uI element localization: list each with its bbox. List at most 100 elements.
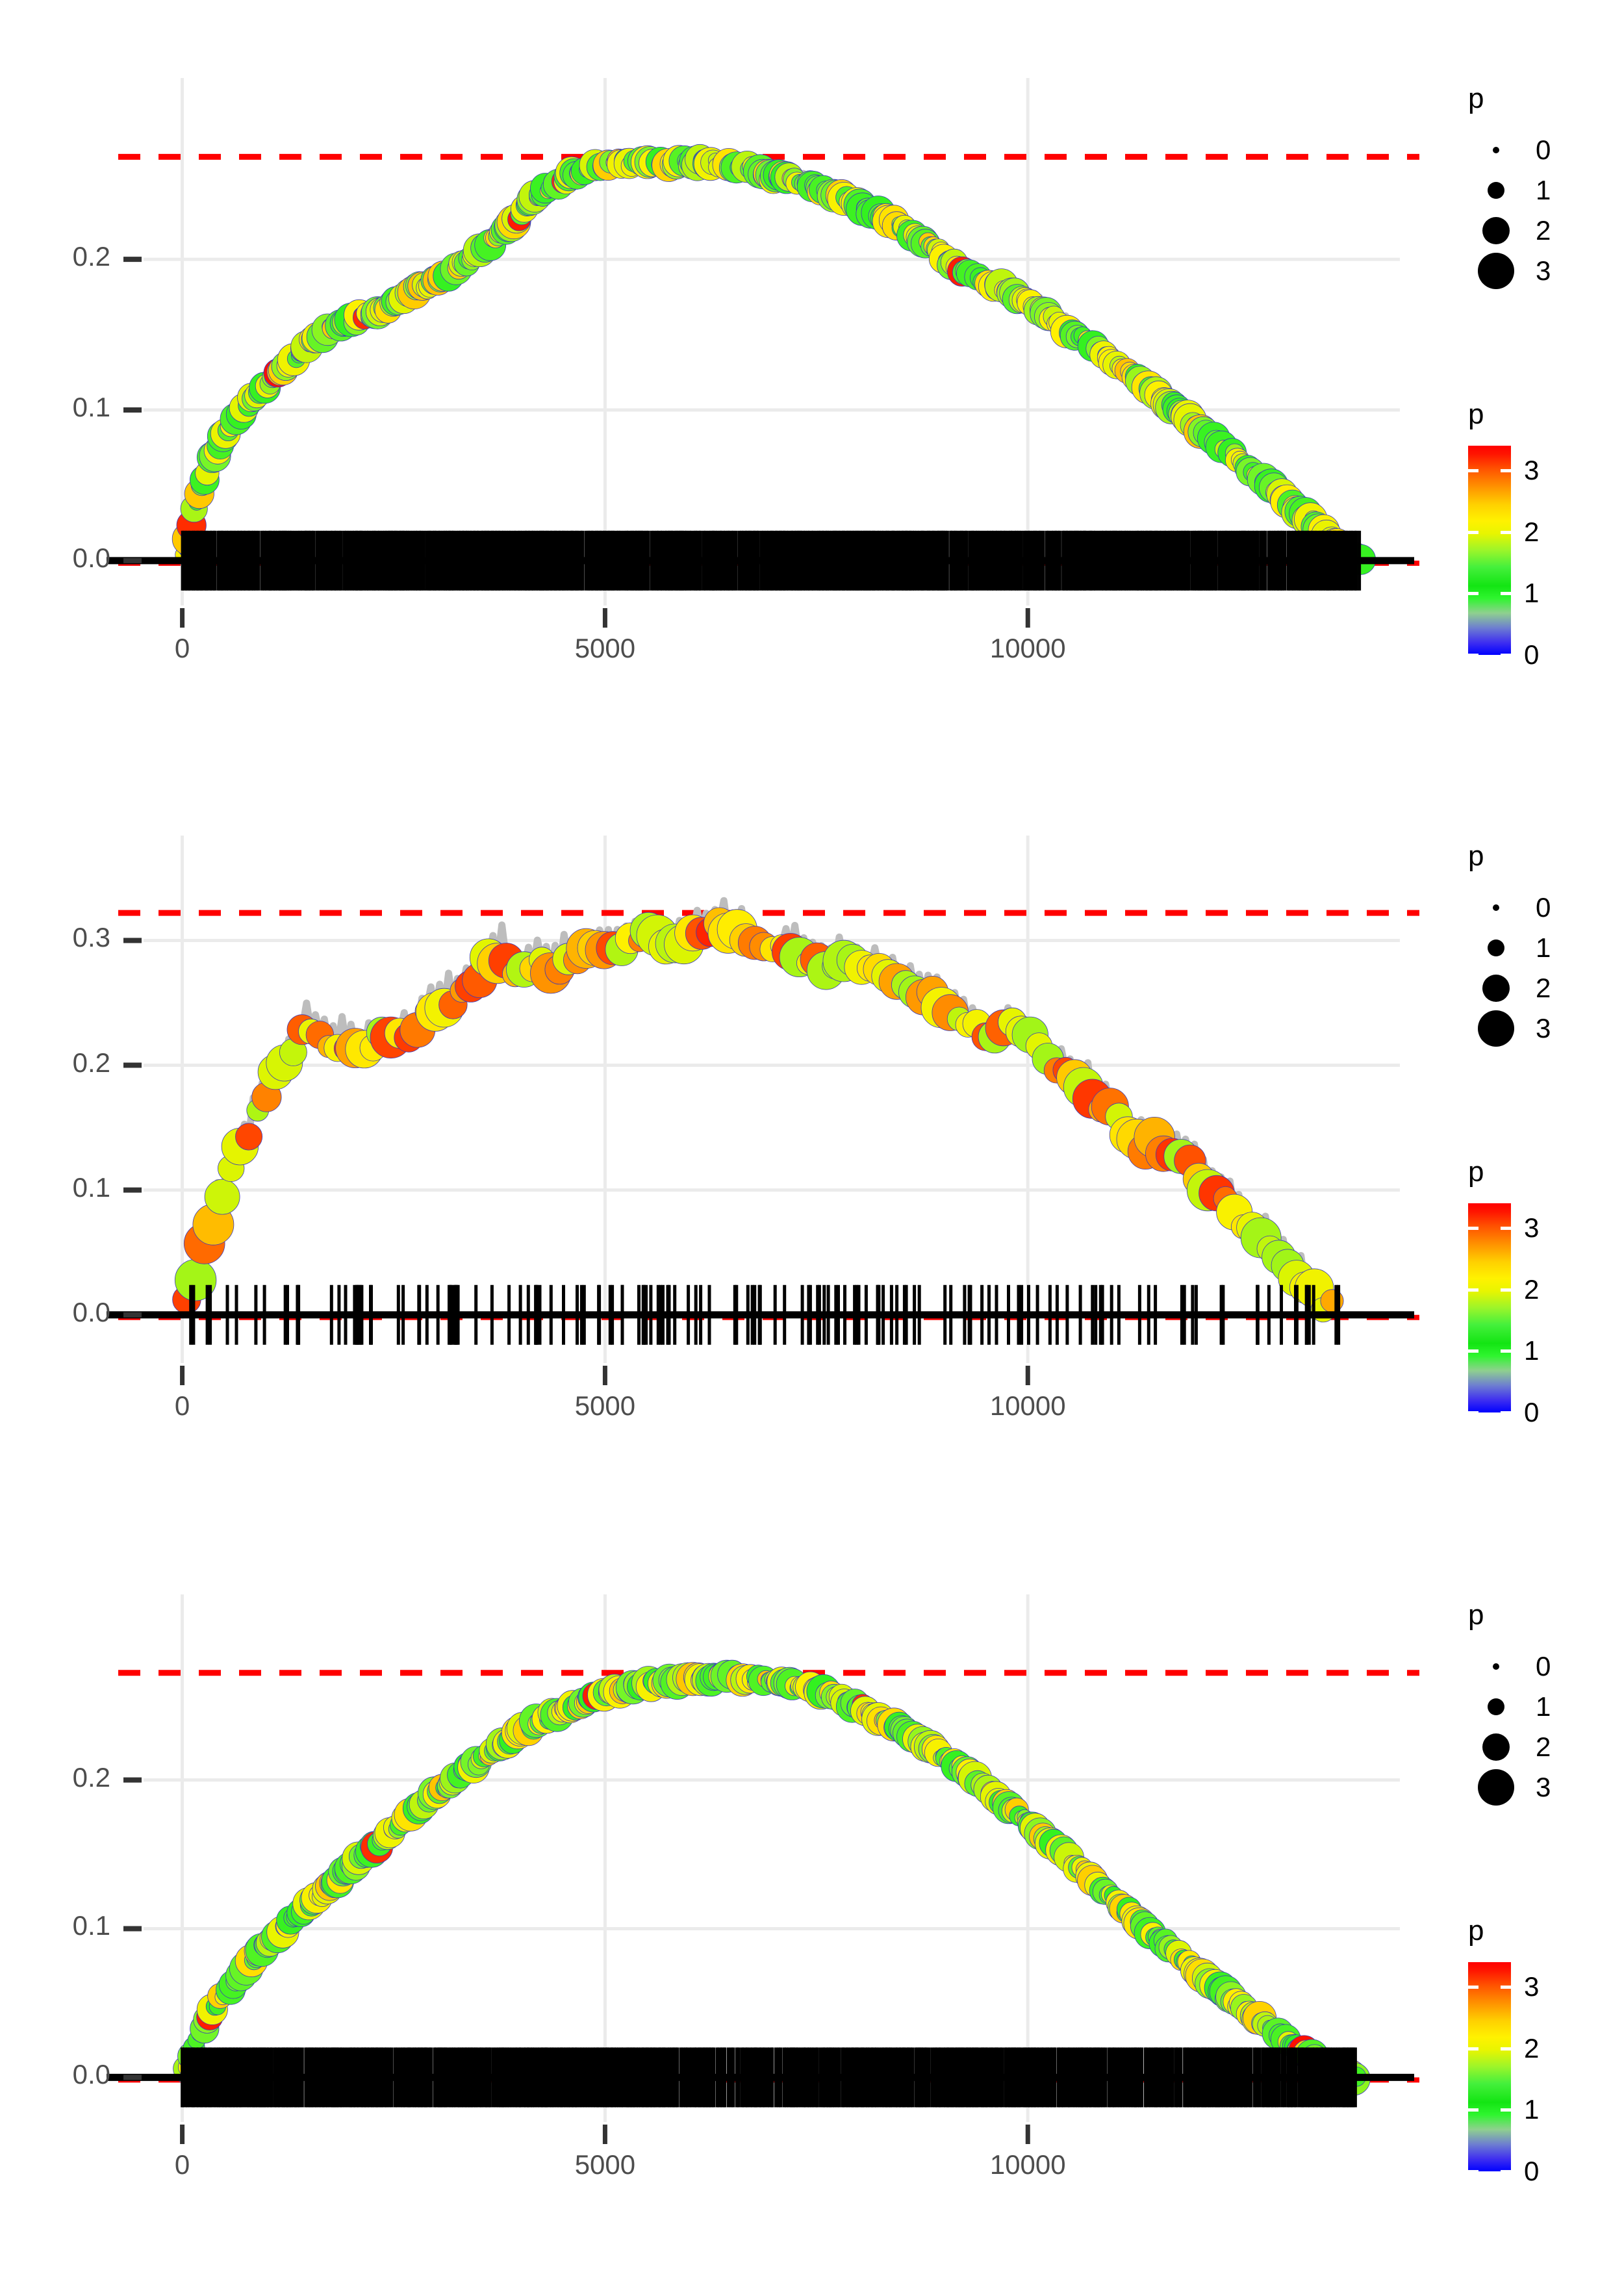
color-legend-bar[interactable]: 3 2 1 0 [1468,1203,1539,1427]
color-legend-tick [1501,592,1511,596]
size-legend-item[interactable]: 2 [1468,968,1624,1008]
color-legend-label: 1 [1524,2094,1540,2125]
color-legend-label: 2 [1524,516,1540,547]
color-legend-label: 2 [1524,2032,1540,2063]
plot-area [0,0,1624,758]
x-tick-label: 0 [174,633,190,663]
x-tick-label: 10000 [989,1390,1066,1421]
size-legend-items: 0 1 2 3 [1468,1646,1624,1808]
color-legend-label: 0 [1524,639,1540,670]
size-legend-items: 0 1 2 3 [1468,130,1624,291]
color-legend-tick [1468,1349,1478,1353]
size-legend-label: 0 [1536,892,1551,923]
x-tick-label: 5000 [574,633,636,663]
size-legend-title: p [1468,1599,1484,1631]
plot-area [0,1516,1624,2274]
x-tick-label: 0 [174,1390,190,1421]
color-legend-bar-wrap: 3 2 1 0 [1468,1203,1624,1427]
y-tick-label: 0.0 [72,2059,110,2090]
size-legend-item[interactable]: 1 [1468,1687,1624,1727]
axis-ticks [123,1777,1030,2144]
size-legend-dot [1468,1733,1524,1761]
es-points [173,1659,1371,2096]
color-legend-tick [1468,654,1478,657]
size-legend-item[interactable]: 2 [1468,211,1624,251]
color-legend-tick [1468,1411,1478,1414]
x-tick-label: 5000 [574,1390,636,1421]
color-legend-tick [1468,468,1478,472]
size-legend-item[interactable]: 2 [1468,1727,1624,1767]
size-legend-label: 3 [1536,1013,1551,1043]
size-legend-item[interactable]: 1 [1468,170,1624,211]
y-tick-label: 0.2 [72,1761,110,1793]
legend-group: p 0 1 2 3 p 3 2 1 0 [1468,840,1624,1427]
size-legend-dot [1468,1010,1524,1047]
size-legend-dot [1468,1663,1524,1670]
y-tick-label: 0.2 [72,1047,110,1078]
size-legend-item[interactable]: 3 [1468,1767,1624,1808]
size-legend-title: p [1468,83,1484,114]
x-tick-label: 5000 [574,2149,636,2180]
color-legend-bar-wrap: 3 2 1 0 [1468,446,1624,670]
y-tick-label: 0.1 [72,1171,110,1203]
color-legend-tick [1501,2047,1511,2050]
es-points [171,144,1376,575]
color-legend-tick [1468,1226,1478,1230]
y-tick-label: 0.0 [72,542,110,573]
color-legend-tick [1468,592,1478,596]
es-points [172,907,1344,1323]
x-tick-label: 10000 [989,2149,1066,2180]
size-legend-item[interactable]: 3 [1468,1008,1624,1049]
color-legend-tick [1501,654,1511,657]
color-legend-tick [1468,1288,1478,1292]
axis-ticks [123,257,1030,628]
size-legend-label: 1 [1536,1691,1551,1722]
color-legend-label: 1 [1524,1335,1540,1366]
color-legend-tick [1501,1985,1511,1989]
x-tick-label: 0 [174,2149,190,2180]
y-tick-label: 0.0 [72,1296,110,1327]
color-legend-label: 3 [1524,1971,1540,2002]
size-legend-label: 3 [1536,255,1551,286]
plot-svg [107,1594,1419,2144]
y-tick-label: 0.1 [72,1910,110,1941]
color-legend-bar[interactable]: 3 2 1 0 [1468,1962,1539,2186]
plot-svg [107,836,1419,1385]
color-legend-tick [1468,530,1478,534]
size-legend-dot [1468,904,1524,911]
size-legend-label: 2 [1536,1731,1551,1762]
size-legend-label: 0 [1536,1651,1551,1681]
size-legend-label: 3 [1536,1772,1551,1802]
size-legend-label: 1 [1536,932,1551,963]
color-legend-label: 0 [1524,2156,1540,2186]
size-legend-dot [1468,217,1524,244]
x-tick-label: 10000 [989,633,1066,663]
color-legend-tick [1501,468,1511,472]
color-legend-bar[interactable]: 3 2 1 0 [1468,446,1539,670]
size-legend-item[interactable]: 1 [1468,928,1624,968]
running-es-line [179,897,1340,1319]
y-tick-label: 0.2 [72,241,110,272]
color-legend-title: p [1468,1915,1484,1947]
size-legend-dot [1468,1769,1524,1806]
size-legend-title: p [1468,840,1484,872]
color-legend-bar-wrap: 3 2 1 0 [1468,1962,1624,2186]
color-legend-label: 3 [1524,1212,1540,1243]
color-legend-tick [1468,2170,1478,2173]
color-legend-title: p [1468,1156,1484,1188]
size-legend-label: 2 [1536,215,1551,246]
color-legend-label: 2 [1524,1273,1540,1305]
size-legend-label: 0 [1536,134,1551,165]
size-legend-item[interactable]: 0 [1468,888,1624,928]
size-legend-item[interactable]: 0 [1468,130,1624,170]
color-legend-tick [1468,2108,1478,2112]
legend-group: p 0 1 2 3 p 3 2 1 0 [1468,1599,1624,2186]
color-legend-tick [1501,530,1511,534]
size-legend-item[interactable]: 3 [1468,251,1624,291]
color-legend-label: 3 [1524,454,1540,485]
gsea-panel-tibial-nerve: Tibial Nerve (TAG group: p < 0.01) Empir… [0,758,1624,1515]
running-es-line [179,147,1365,565]
size-legend-item[interactable]: 0 [1468,1646,1624,1687]
size-legend-dot [1468,147,1524,153]
